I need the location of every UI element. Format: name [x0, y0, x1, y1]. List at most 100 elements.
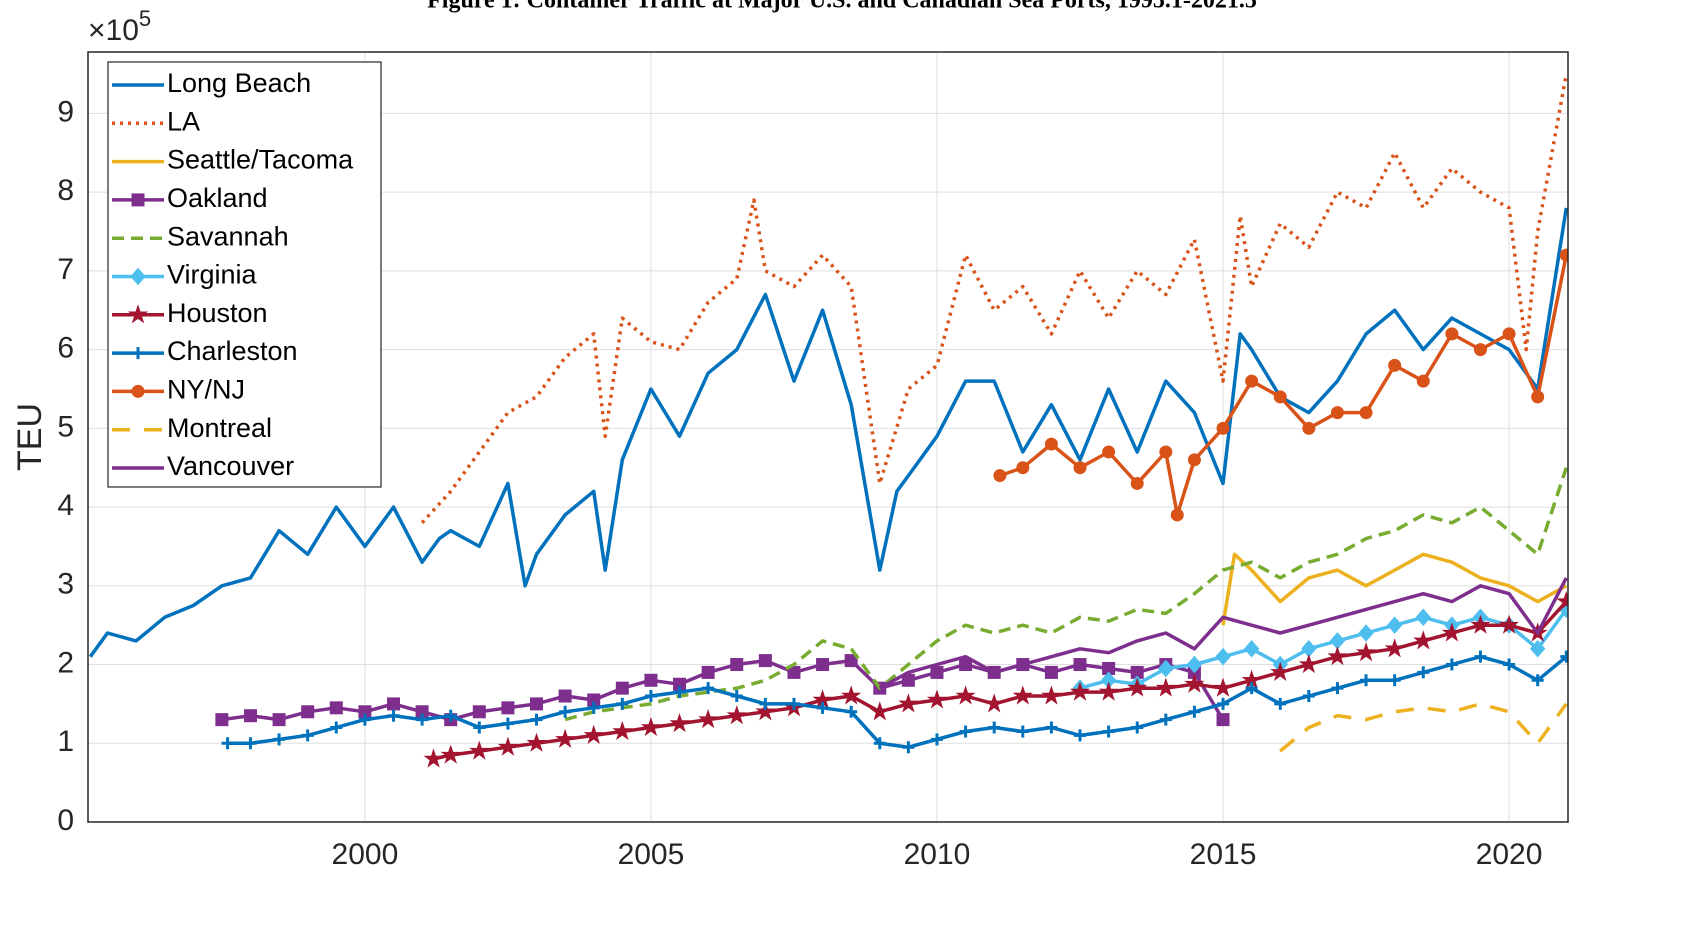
- marker: [959, 725, 972, 738]
- legend-label: Charleston: [167, 336, 298, 366]
- y-tick-label: 6: [57, 332, 74, 365]
- marker: [244, 737, 257, 750]
- legend-label: NY/NJ: [167, 375, 245, 405]
- marker: [501, 701, 515, 715]
- y-tick-label: 0: [57, 804, 74, 837]
- y-tick-label: 1: [57, 725, 74, 758]
- y-axis-label: TEU: [11, 403, 49, 471]
- marker: [702, 682, 715, 695]
- marker: [1069, 681, 1091, 701]
- x-tick-label: 2000: [332, 838, 399, 871]
- marker: [1327, 646, 1348, 666]
- legend-label: Oakland: [167, 183, 268, 213]
- marker: [640, 716, 662, 737]
- marker: [1044, 665, 1058, 679]
- legend: Long Beach LA Seattle/Tacoma Oakland Savanna…: [107, 61, 382, 488]
- legend-label: Long Beach: [167, 68, 311, 98]
- marker: [132, 347, 144, 360]
- marker: [644, 673, 658, 687]
- marker: [555, 728, 576, 748]
- legend-box: [107, 61, 382, 488]
- marker: [1273, 390, 1287, 404]
- marker: [1045, 721, 1058, 734]
- marker: [1360, 674, 1373, 687]
- y-tick-label: 9: [57, 95, 74, 128]
- marker: [1386, 616, 1403, 634]
- marker: [1359, 406, 1373, 420]
- y-multiplier-power: 5: [139, 6, 151, 31]
- marker: [473, 721, 486, 734]
- x-tick-label: 2010: [904, 838, 971, 871]
- y-tick-label: 2: [57, 646, 74, 679]
- legend-label: Vancouver: [167, 451, 294, 481]
- series-line: [420, 73, 1568, 524]
- marker: [1415, 608, 1431, 627]
- marker: [1155, 677, 1176, 697]
- legend-label: Savannah: [167, 221, 289, 251]
- marker: [472, 705, 486, 719]
- marker: [301, 705, 315, 719]
- marker: [301, 729, 314, 742]
- marker: [787, 697, 800, 710]
- marker: [841, 685, 862, 705]
- marker: [1127, 677, 1148, 697]
- marker: [1215, 647, 1231, 666]
- marker: [1358, 624, 1374, 642]
- marker: [330, 721, 343, 734]
- chart-title: Figure 1: Container Traffic at Major U.S…: [427, 0, 1257, 14]
- marker: [1388, 358, 1402, 372]
- y-tick-label: 3: [57, 568, 74, 601]
- marker: [1470, 614, 1491, 634]
- x-tick-label: 2015: [1190, 838, 1257, 871]
- marker: [444, 709, 457, 722]
- marker: [1330, 406, 1344, 420]
- series-line: [1279, 702, 1568, 753]
- marker: [530, 697, 544, 711]
- y-tick-label: 4: [57, 489, 74, 522]
- marker: [1559, 248, 1568, 262]
- marker: [583, 724, 604, 744]
- marker: [1217, 697, 1230, 710]
- marker: [1556, 591, 1568, 611]
- series-line: [88, 207, 1568, 658]
- marker: [644, 690, 657, 703]
- marker: [926, 689, 948, 709]
- legend-label: Houston: [167, 298, 268, 328]
- marker: [984, 693, 1005, 713]
- y-tick-label: 7: [57, 253, 74, 286]
- marker: [755, 701, 776, 721]
- marker: [1274, 697, 1287, 710]
- marker: [1473, 343, 1487, 357]
- marker: [1188, 705, 1201, 718]
- marker: [1187, 453, 1201, 467]
- series-line: [999, 254, 1568, 517]
- marker: [1016, 725, 1029, 738]
- marker: [1384, 638, 1405, 658]
- marker: [1130, 476, 1144, 490]
- marker: [1441, 622, 1462, 642]
- marker: [559, 705, 572, 718]
- marker: [726, 705, 747, 725]
- series-line: [1221, 552, 1568, 626]
- marker: [131, 193, 145, 207]
- marker: [1356, 642, 1377, 662]
- x-tick-label: 2020: [1476, 838, 1543, 871]
- marker: [758, 654, 772, 668]
- marker: [1245, 682, 1258, 695]
- marker: [387, 709, 400, 722]
- marker: [272, 713, 286, 727]
- marker: [1560, 650, 1568, 663]
- marker: [526, 732, 547, 752]
- plot-area: [88, 73, 1568, 768]
- marker: [1445, 658, 1458, 671]
- marker: [386, 697, 400, 711]
- series-line: [564, 467, 1568, 722]
- marker: [530, 713, 543, 726]
- marker: [130, 267, 146, 286]
- marker: [615, 681, 629, 695]
- marker: [501, 717, 514, 730]
- marker: [1474, 650, 1487, 663]
- marker: [1502, 327, 1516, 341]
- marker: [1499, 614, 1520, 634]
- marker: [730, 658, 744, 672]
